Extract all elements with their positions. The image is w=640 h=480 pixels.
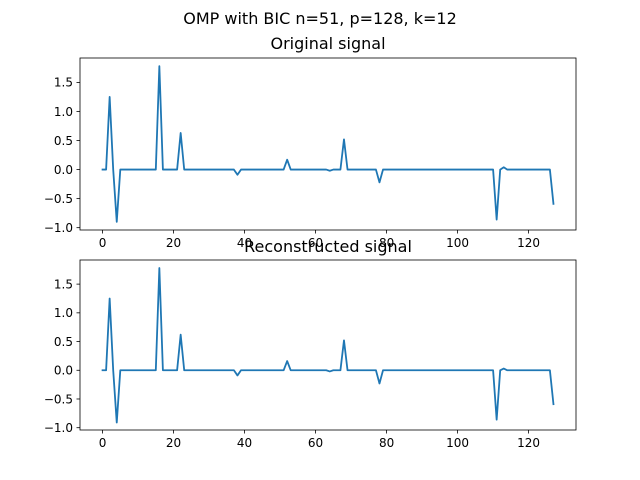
x-tick-label: 80 bbox=[379, 436, 394, 450]
x-tick-label: 20 bbox=[166, 436, 181, 450]
x-tick-label: 0 bbox=[99, 236, 107, 250]
x-tick-label: 100 bbox=[446, 436, 469, 450]
y-tick-label: 0.5 bbox=[54, 335, 73, 349]
y-tick-label: 1.0 bbox=[54, 306, 73, 320]
x-tick-label: 20 bbox=[166, 236, 181, 250]
y-tick-label: 0.5 bbox=[54, 134, 73, 148]
y-tick-label: 1.0 bbox=[54, 105, 73, 119]
y-tick-label: 1.5 bbox=[54, 277, 73, 291]
y-tick-label: −1.0 bbox=[44, 221, 73, 235]
x-tick-label: 0 bbox=[99, 436, 107, 450]
axes-frame bbox=[79, 57, 577, 231]
figure-suptitle: OMP with BIC n=51, p=128, k=12 bbox=[183, 9, 457, 28]
y-tick-label: −0.5 bbox=[44, 192, 73, 206]
x-tick-label: 120 bbox=[517, 236, 540, 250]
signal-line bbox=[101, 65, 555, 223]
x-tick-label: 40 bbox=[237, 436, 252, 450]
subplot-original-signal: 0 20 40 60 80 100 120 −1.0 −0.5 0.0 0.5 1.0 1.5 Origi… bbox=[44, 34, 577, 250]
y-tick-label: 0.0 bbox=[54, 364, 73, 378]
subplot-title: Reconstructed signal bbox=[244, 237, 412, 256]
y-tick-label: 1.5 bbox=[54, 76, 73, 90]
subplot-reconstructed-signal: 0 20 40 60 80 100 120 −1.0 −0.5 0.0 0.5 1.0 1.5 Recon… bbox=[44, 237, 577, 450]
x-tick-label: 100 bbox=[446, 236, 469, 250]
y-tick-label: −1.0 bbox=[44, 421, 73, 435]
subplot-title: Original signal bbox=[270, 34, 385, 53]
axes-frame bbox=[79, 259, 577, 431]
x-tick-label: 60 bbox=[308, 236, 323, 250]
y-tick-label: −0.5 bbox=[44, 392, 73, 406]
x-tick-label: 80 bbox=[379, 236, 394, 250]
signal-line bbox=[101, 267, 555, 424]
x-tick-label: 60 bbox=[308, 436, 323, 450]
x-tick-label: 40 bbox=[237, 236, 252, 250]
x-tick-label: 120 bbox=[517, 436, 540, 450]
y-tick-label: 0.0 bbox=[54, 163, 73, 177]
